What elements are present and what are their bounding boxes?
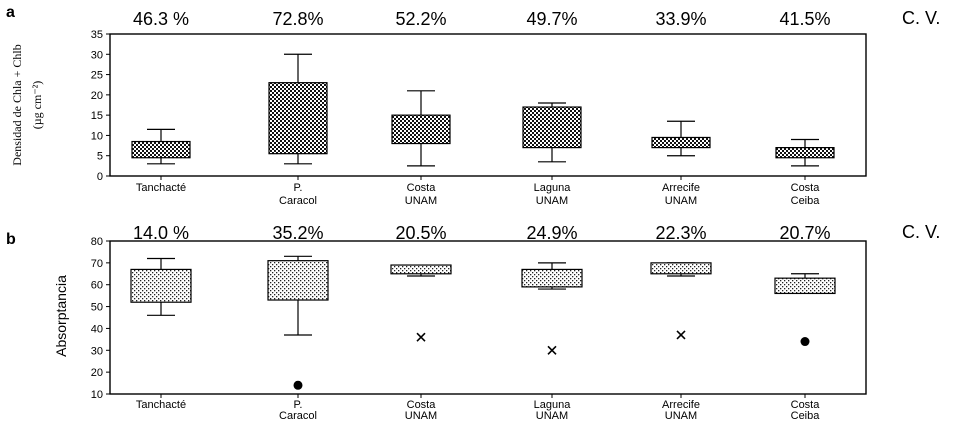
y-tick-label: 10 bbox=[91, 130, 103, 142]
y-tick-label: 10 bbox=[91, 389, 103, 401]
category-label: Laguna bbox=[534, 182, 572, 194]
category-label: Costa bbox=[407, 399, 437, 411]
cv-value-label: 72.8% bbox=[272, 9, 323, 29]
y-tick-label: 25 bbox=[91, 70, 103, 82]
category-label-line2: Caracol bbox=[279, 195, 317, 207]
cv-value-label: 41.5% bbox=[779, 9, 830, 29]
panel-a-label: a bbox=[6, 4, 15, 21]
category-label: Costa bbox=[791, 182, 821, 194]
category-label: P. bbox=[294, 182, 303, 194]
y-tick-label: 20 bbox=[91, 90, 103, 102]
panel-a-ylabel-units: (µg cm⁻²) bbox=[30, 81, 44, 130]
box bbox=[522, 106, 582, 149]
y-tick-label: 50 bbox=[91, 302, 103, 314]
y-tick-label: 15 bbox=[91, 110, 103, 122]
y-tick-label: 0 bbox=[97, 171, 103, 183]
cv-value-label: 20.7% bbox=[779, 223, 830, 243]
box bbox=[130, 268, 192, 303]
cv-value-label: 14.0 % bbox=[133, 223, 189, 243]
y-tick-label: 70 bbox=[91, 258, 103, 270]
outlier-x-stroke bbox=[676, 330, 686, 340]
y-tick-label: 35 bbox=[91, 29, 103, 41]
y-tick-label: 5 bbox=[97, 151, 103, 163]
category-label: Tanchacté bbox=[136, 399, 186, 411]
category-label-line2: Caracol bbox=[279, 410, 317, 422]
panel-a: 0 5 10 15 20 25 30 35 46.3 % Tanchacté 72.8% P.Cara… bbox=[91, 9, 867, 207]
panel-b-label: b bbox=[6, 231, 16, 248]
cv-value-label: 52.2% bbox=[395, 9, 446, 29]
box bbox=[650, 262, 712, 275]
y-tick-label: 80 bbox=[91, 236, 103, 248]
box bbox=[651, 136, 711, 149]
category-label-line2: UNAM bbox=[665, 410, 697, 422]
panel-b: 10 20 30 40 50 60 70 80 14.0 % Tanchacté 35.2% P.Ca… bbox=[91, 223, 867, 422]
cv-value-label: 20.5% bbox=[395, 223, 446, 243]
cv-value-label: 33.9% bbox=[655, 9, 706, 29]
category-label-line2: UNAM bbox=[405, 410, 437, 422]
y-tick-label: 20 bbox=[91, 367, 103, 379]
cv-value-label: 46.3 % bbox=[133, 9, 189, 29]
category-label-line2: UNAM bbox=[536, 410, 568, 422]
category-label: Arrecife bbox=[662, 399, 700, 411]
y-tick-label: 30 bbox=[91, 345, 103, 357]
cv-value-label: 35.2% bbox=[272, 223, 323, 243]
y-tick-label: 40 bbox=[91, 323, 103, 335]
outlier-x-stroke bbox=[416, 332, 426, 342]
category-label: Costa bbox=[407, 182, 437, 194]
box bbox=[267, 260, 329, 301]
plot-frame bbox=[109, 33, 867, 177]
outlier-dot bbox=[800, 337, 810, 347]
plot-frame bbox=[109, 240, 867, 395]
box bbox=[775, 147, 835, 159]
category-label: P. bbox=[294, 399, 303, 411]
box bbox=[131, 140, 191, 159]
panel-a-ylabel: Densidad de Chla + Chlb bbox=[10, 44, 24, 165]
panel-a-cv-label: C. V. bbox=[902, 8, 940, 28]
category-label-line2: UNAM bbox=[405, 195, 437, 207]
box bbox=[390, 264, 452, 275]
outlier-x-stroke bbox=[547, 345, 557, 355]
box bbox=[521, 268, 583, 288]
category-label-line2: UNAM bbox=[536, 195, 568, 207]
panel-b-ylabel: Absorptancia bbox=[53, 275, 69, 357]
category-label: Tanchacté bbox=[136, 182, 186, 194]
box bbox=[268, 82, 328, 155]
box bbox=[774, 277, 836, 295]
category-label: Laguna bbox=[534, 399, 572, 411]
outlier-dot bbox=[293, 380, 303, 390]
cv-value-label: 22.3% bbox=[655, 223, 706, 243]
y-tick-label: 30 bbox=[91, 49, 103, 61]
category-label-line2: UNAM bbox=[665, 195, 697, 207]
category-label: Costa bbox=[791, 399, 821, 411]
category-label-line2: Ceiba bbox=[791, 410, 821, 422]
y-tick-label: 60 bbox=[91, 280, 103, 292]
box bbox=[391, 114, 451, 145]
panel-b-cv-label: C. V. bbox=[902, 222, 940, 242]
cv-value-label: 24.9% bbox=[526, 223, 577, 243]
category-label-line2: Ceiba bbox=[791, 195, 821, 207]
category-label: Arrecife bbox=[662, 182, 700, 194]
cv-value-label: 49.7% bbox=[526, 9, 577, 29]
